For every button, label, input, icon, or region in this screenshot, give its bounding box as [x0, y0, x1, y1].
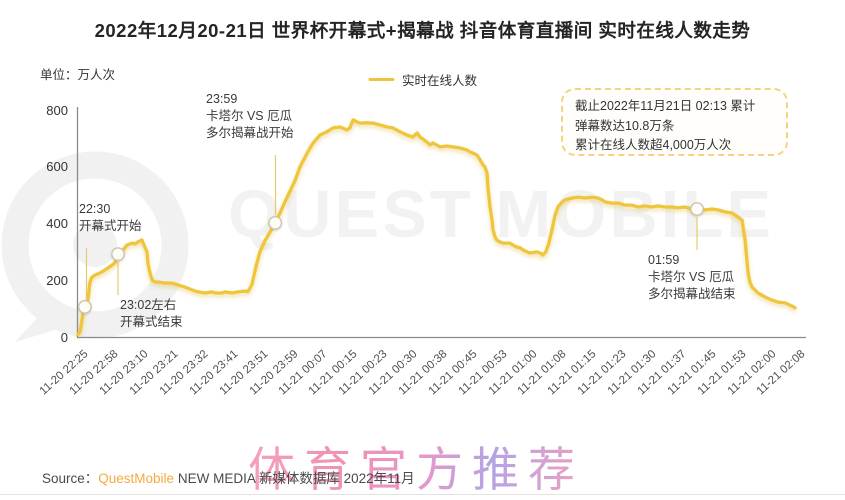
data-marker [111, 247, 125, 262]
source-row: Source：QuestMobile NEW MEDIA 新媒体数据库 2022… [42, 467, 415, 487]
annotation: 23:59 卡塔尔 VS 厄瓜 多尔揭幕战开始 [206, 92, 294, 140]
unit-label: 单位：万人次 [40, 68, 116, 82]
y-tick-label: 600 [46, 159, 68, 175]
line-series [76, 118, 797, 336]
y-tick-label: 800 [46, 102, 68, 118]
page-title: 2022年12月20-21日 世界杯开幕式+揭幕战 抖音体育直播间 实时在线人数… [94, 20, 751, 41]
data-marker [268, 215, 283, 230]
footer-divider [0, 494, 845, 495]
annotation: 01:59 卡塔尔 VS 厄瓜 多尔揭幕战结束 [648, 253, 736, 301]
y-tick-label: 400 [46, 216, 68, 231]
summary-callout: 截止2022年11月21日 02:13 累计 弹幕数达10.8万条 累计在线人数… [561, 88, 788, 156]
callout-line-1: 截止2022年11月21日 02:13 累计 [575, 99, 756, 113]
source-brand: QuestMobile [98, 471, 175, 486]
legend-line-swatch [367, 77, 394, 82]
legend: 实时在线人数 [367, 70, 478, 89]
questmobile-logo-watermark-icon [1, 151, 189, 342]
annotation: 22:30 开幕式开始 [79, 202, 142, 233]
bottom-watermark: 体育官方推荐 [248, 431, 584, 500]
y-tick-label: 0 [60, 329, 68, 345]
data-marker [690, 202, 704, 216]
source-suffix: NEW MEDIA 新媒体数据库 2022年11月 [174, 471, 415, 486]
questmobile-text-watermark: QUEST MOBILE [228, 177, 774, 252]
callout-line-2: 弹幕数达10.8万条 [575, 118, 675, 133]
annotation: 23:02左右 开幕式结束 [120, 298, 183, 329]
callout-line-3: 累计在线人数超4,000万人次 [575, 138, 732, 152]
data-marker [78, 299, 92, 314]
y-tick-label: 200 [46, 272, 68, 288]
legend-label: 实时在线人数 [401, 74, 478, 88]
source-prefix: Source： [42, 471, 99, 486]
